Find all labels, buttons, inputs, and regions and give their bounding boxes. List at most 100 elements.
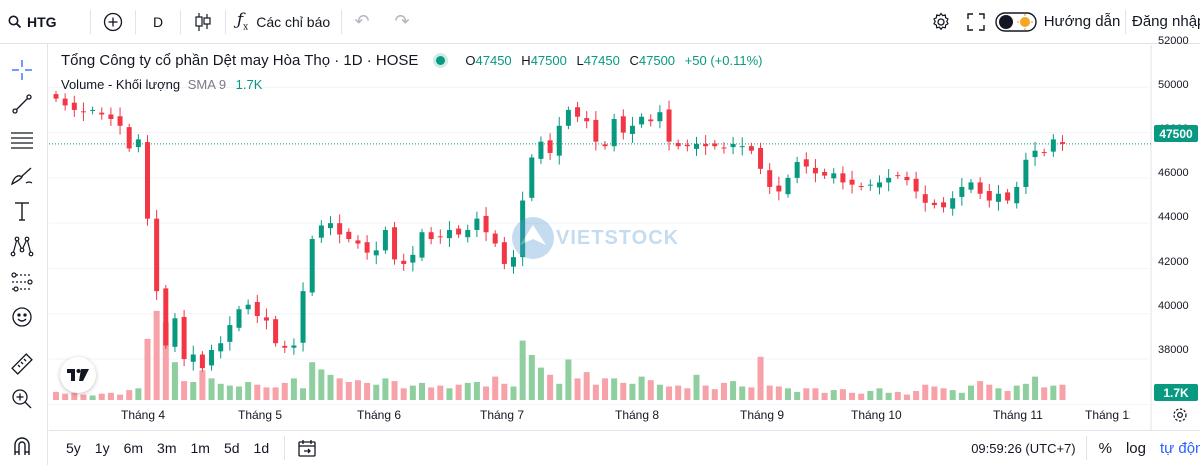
indicators-button[interactable]: ƒx Các chỉ báo: [226, 0, 341, 44]
compare-button[interactable]: [91, 0, 135, 44]
login-button[interactable]: Đăng nhập: [1132, 13, 1200, 30]
candle-body: [172, 318, 178, 347]
divider: [1085, 436, 1087, 460]
theme-toggle[interactable]: [993, 0, 1039, 44]
price-chart[interactable]: [49, 45, 1200, 430]
guide-link[interactable]: Hướng dẫn: [1043, 13, 1121, 30]
symbol-search[interactable]: HTG: [0, 0, 90, 44]
candle-body: [309, 239, 315, 293]
volume-bar: [556, 383, 563, 400]
fib-tool[interactable]: [8, 126, 36, 154]
volume-bar: [711, 389, 718, 400]
candle-body: [328, 223, 333, 229]
log-toggle[interactable]: log: [1125, 439, 1146, 457]
auto-scale-toggle[interactable]: tự động: [1160, 439, 1200, 457]
candle-body: [648, 119, 654, 122]
candle-body: [867, 184, 873, 186]
candle-body: [758, 147, 764, 169]
volume-bar: [107, 392, 114, 400]
volume-tag: 1.7K: [1154, 384, 1198, 401]
candle-body: [968, 182, 974, 190]
tradingview-logo[interactable]: [60, 357, 96, 393]
low-label: L: [576, 53, 584, 68]
divider: [180, 9, 181, 34]
fullscreen-icon: [967, 12, 985, 31]
sun-toggle-icon: [995, 11, 1037, 32]
smiley-icon: [12, 307, 32, 327]
measure-tool[interactable]: [8, 350, 36, 378]
volume-bar: [766, 385, 773, 400]
candle-body: [886, 177, 892, 183]
range-button-5y[interactable]: 5y: [66, 440, 81, 456]
volume-bar: [592, 384, 599, 400]
change-value: +50 (+0.11%): [684, 53, 763, 68]
candle-body: [620, 116, 626, 133]
fullscreen-button[interactable]: [959, 0, 993, 44]
candle-body: [785, 177, 791, 195]
volume-bar: [345, 382, 352, 400]
volume-bar: [217, 383, 224, 400]
candle-body: [227, 325, 233, 342]
magnet-tool[interactable]: [8, 432, 36, 460]
candle-body: [547, 140, 553, 153]
date-range-button[interactable]: [297, 438, 317, 458]
brush-tool[interactable]: [8, 162, 36, 190]
undo-button[interactable]: ↶: [342, 0, 382, 44]
text-tool[interactable]: [8, 197, 36, 225]
volume-bar: [620, 382, 627, 400]
volume-bar: [309, 362, 316, 400]
crosshair-tool[interactable]: [8, 56, 36, 84]
range-button-5d[interactable]: 5d: [223, 440, 240, 456]
time-tick-label: Tháng 9: [740, 408, 785, 422]
range-button-1y[interactable]: 1y: [94, 440, 110, 456]
volume-bar: [730, 381, 737, 400]
range-buttons: 5y 1y 6m 3m 1m 5d 1d: [59, 440, 276, 456]
volume-bar: [437, 385, 444, 400]
candle-body: [575, 107, 581, 117]
range-button-1m[interactable]: 1m: [190, 440, 210, 456]
ohlc-values: O47450 H47500 L47450 C47500 +50 (+0.11%): [465, 53, 768, 68]
candle-body: [931, 202, 937, 206]
range-button-1d[interactable]: 1d: [253, 440, 270, 456]
volume-bar: [656, 384, 663, 400]
open-label: O: [465, 53, 476, 68]
pattern-tool[interactable]: [8, 232, 36, 260]
percent-toggle[interactable]: %: [1098, 439, 1112, 457]
emoji-tool[interactable]: [8, 303, 36, 331]
volume-bar: [547, 374, 554, 400]
volume-bar: [181, 381, 188, 400]
price-tick-label: 46000: [1158, 167, 1189, 180]
volume-bar: [739, 386, 746, 400]
zoom-tool[interactable]: [8, 385, 36, 413]
volume-bar: [583, 372, 590, 400]
forecast-tool[interactable]: [8, 268, 36, 296]
volume-bar: [492, 376, 499, 400]
chart-type-button[interactable]: [181, 0, 225, 44]
volume-bar: [236, 386, 242, 400]
clock[interactable]: 09:59:26 (UTC+7): [971, 440, 1076, 456]
range-button-3m[interactable]: 3m: [157, 440, 177, 456]
volume-bar: [977, 381, 984, 400]
range-button-6m[interactable]: 6m: [123, 440, 144, 456]
interval-button[interactable]: D: [152, 13, 164, 30]
settings-button[interactable]: [923, 0, 959, 44]
volume-bar: [922, 384, 929, 400]
volume-bar: [364, 382, 371, 400]
candle-body: [117, 116, 123, 126]
candle-body: [730, 143, 736, 148]
forecast-icon: [11, 272, 33, 292]
divider: [225, 9, 226, 34]
candle-body: [1041, 152, 1047, 154]
candle-body: [163, 288, 169, 346]
gear-icon: [1173, 408, 1187, 422]
redo-button[interactable]: ↷: [382, 0, 422, 44]
volume-bar: [537, 367, 544, 400]
volume-bar: [126, 390, 133, 400]
drawing-toolbar: [0, 44, 48, 465]
candle-body: [135, 139, 141, 148]
axis-settings-button[interactable]: [1170, 405, 1190, 425]
candle-body: [831, 173, 837, 179]
volume-bar: [1050, 385, 1057, 400]
trend-line-tool[interactable]: [8, 90, 36, 118]
candle-body: [492, 233, 498, 244]
